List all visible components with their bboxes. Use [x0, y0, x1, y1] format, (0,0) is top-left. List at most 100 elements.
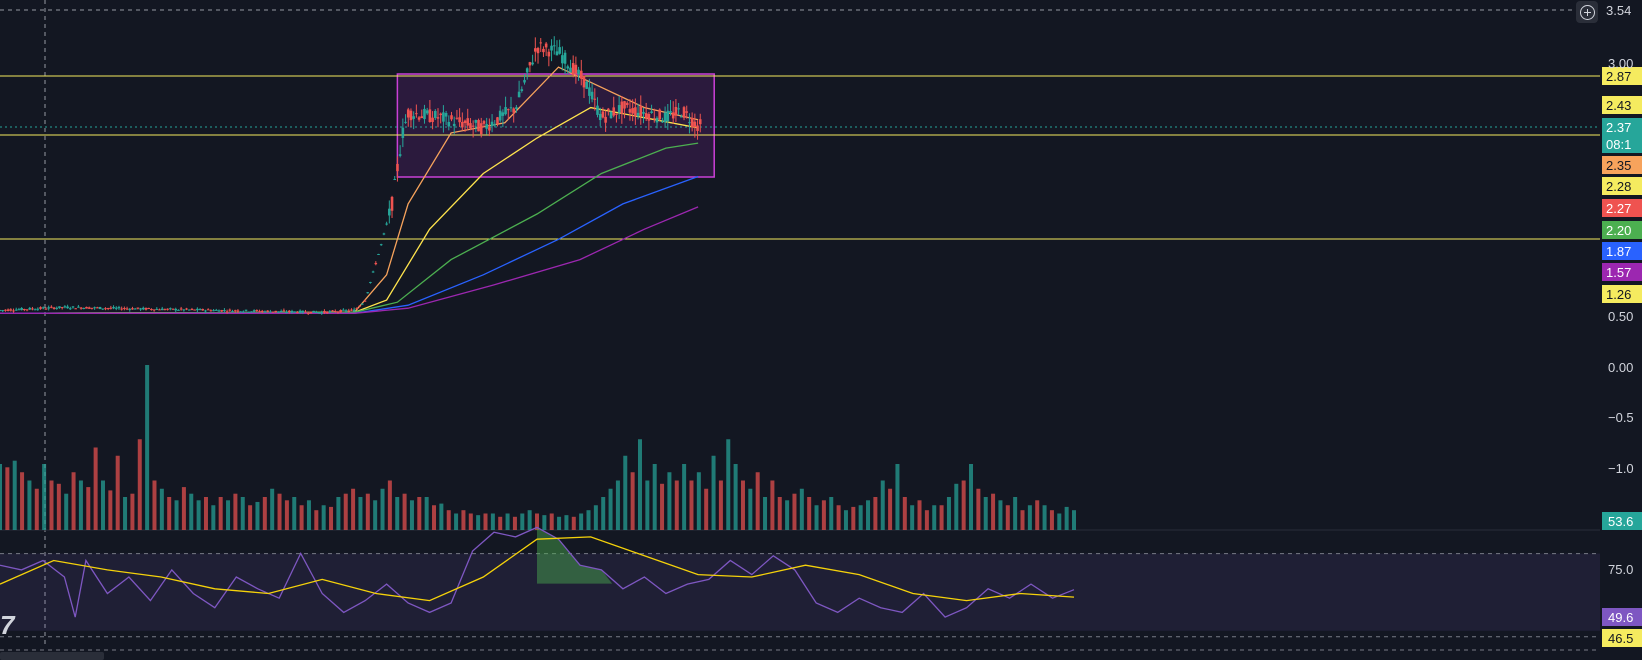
candle-body [163, 309, 167, 311]
candle-body [185, 308, 188, 310]
price-tick-label: −0.5 [1608, 410, 1634, 425]
candle-body [304, 311, 307, 313]
volume-pane [0, 365, 1076, 530]
candle-body [68, 308, 72, 310]
price-tick-label: 0.50 [1608, 309, 1633, 324]
candle-body [66, 306, 69, 309]
volume-bar [226, 500, 231, 530]
price-tick-label: 3.00 [1608, 56, 1633, 71]
volume-bar [358, 497, 363, 530]
candle-body [525, 68, 529, 73]
candle-body [390, 196, 394, 211]
candle-body [674, 106, 678, 116]
volume-bar [468, 513, 473, 530]
rsi-band-fill [0, 553, 1600, 631]
candle-body [444, 113, 448, 117]
price-axis[interactable]: 3.54 2.87 2.43 2.37 08:1 2.35 2.28 2.27 2.20 1.87… [1602, 1, 1642, 647]
volume-bar [843, 510, 848, 530]
candle-body [682, 107, 686, 118]
candle-body [93, 307, 96, 309]
candle-body [360, 303, 364, 305]
candle-body [555, 51, 559, 56]
candle-body [33, 309, 37, 311]
candle-body [544, 43, 548, 48]
volume-bar [64, 493, 69, 530]
rsi-tag: 49.6 [1602, 608, 1642, 626]
candle-body [166, 308, 169, 310]
price-tag-2.27: 2.27 [1602, 199, 1642, 217]
candle-body [120, 308, 123, 310]
candle-body [512, 108, 515, 113]
candle-body [371, 271, 375, 273]
candle-body [355, 308, 359, 310]
candle-body [415, 113, 418, 115]
candle-body [79, 307, 83, 309]
candle-body [655, 117, 659, 123]
volume-bar [56, 483, 61, 530]
price-tag-bg [1602, 285, 1642, 303]
candle-body [534, 48, 537, 52]
volume-bar [432, 505, 437, 530]
candle-body [663, 112, 667, 122]
add-plus-button[interactable] [1576, 1, 1598, 23]
volume-bar [1035, 500, 1040, 530]
volume-bar [123, 497, 128, 530]
candle-body [50, 306, 53, 308]
candle-body [320, 312, 324, 314]
candle-body [347, 310, 351, 312]
volume-bar [667, 472, 672, 530]
rsi-tag-label: 49.6 [1608, 610, 1633, 625]
candle-body [517, 91, 521, 98]
candle-body [0, 310, 2, 312]
volume-bar [777, 497, 782, 530]
volume-bar [527, 510, 532, 530]
price-tag-bg [1602, 118, 1642, 136]
candle-body [17, 309, 21, 311]
rsi-pane[interactable] [0, 526, 1600, 651]
candle-body [117, 307, 121, 309]
candle-body [442, 112, 445, 122]
candle-body [58, 306, 61, 309]
volume-bar [71, 472, 76, 530]
volume-tag: 53.6 [1602, 512, 1642, 530]
candle-body [620, 101, 624, 114]
candle-body [296, 312, 299, 314]
candle-body [290, 310, 294, 313]
volume-bar [211, 505, 216, 530]
volume-bar [292, 497, 297, 530]
candle-body [87, 307, 91, 309]
candle-body [509, 107, 513, 109]
candle-body [266, 310, 269, 312]
volume-bar [1057, 513, 1062, 530]
candle-body [333, 311, 337, 313]
ma_green-line [0, 142, 699, 314]
volume-bar [579, 513, 584, 530]
volume-bar [115, 455, 120, 530]
volume-bar [682, 464, 687, 530]
candle-body [423, 108, 426, 120]
horizontal-scrollbar[interactable] [0, 652, 104, 660]
candle-body [169, 308, 172, 310]
volume-bar [130, 493, 135, 530]
candle-body [617, 105, 621, 113]
candle-body [306, 312, 310, 314]
candle-body [325, 311, 329, 314]
rsi_ma-line [0, 536, 1075, 602]
candle-body [4, 309, 7, 311]
candle-body [152, 309, 156, 311]
candle-body [496, 117, 499, 125]
candle-body [233, 310, 237, 312]
volume-bar [145, 365, 150, 530]
volume-tag-bg [1602, 512, 1642, 530]
candle-body [536, 48, 540, 54]
volume-bar [498, 516, 503, 530]
candle-body [369, 281, 372, 283]
candle-body [112, 307, 115, 309]
price-pane[interactable] [0, 0, 1600, 648]
candle-body [214, 309, 218, 311]
candle-body [47, 307, 50, 309]
candle-body [344, 310, 348, 312]
candle-body [625, 102, 629, 106]
volume-bar [380, 488, 385, 530]
